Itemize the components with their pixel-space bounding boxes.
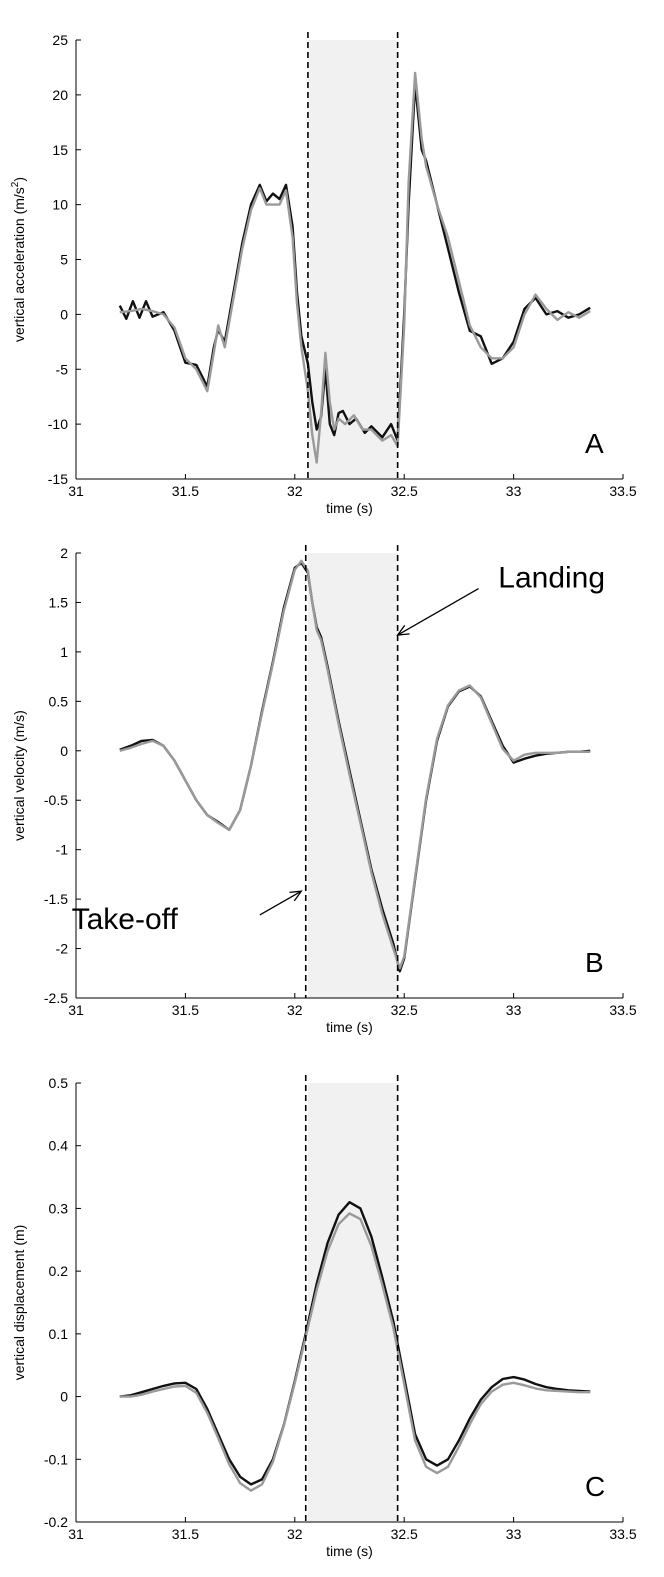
landing-arrow-head: [396, 624, 410, 636]
panel-label: B: [585, 947, 604, 978]
x-tick-label: 31: [68, 1002, 84, 1018]
y-axis-label-main: vertical velocity (m/s): [11, 710, 27, 841]
x-tick-label: 32: [287, 483, 303, 499]
panel-label: A: [585, 428, 604, 459]
y-tick-label: -10: [48, 416, 68, 432]
y-tick-label: 0: [60, 1389, 68, 1405]
x-tick-label: 33: [506, 1002, 522, 1018]
y-tick-label: -2: [56, 941, 69, 957]
x-tick-label: 33.5: [609, 1002, 636, 1018]
x-tick-label: 31: [68, 483, 84, 499]
flight-phase-shading: [307, 553, 398, 998]
panel-label: C: [585, 1471, 605, 1502]
y-axis-label-end: ): [11, 177, 27, 182]
chart-panel-a: 31 31.5 32 32.5 33 33.5 -15 -10 -5 0 5 10 15 20 25 time…: [10, 32, 637, 516]
x-tick-label: 33: [506, 483, 522, 499]
y-tick-label: 0.4: [49, 1138, 69, 1154]
x-tick-label: 32.5: [391, 483, 418, 499]
y-tick-label: 25: [52, 32, 68, 48]
y-tick-label: 0: [60, 306, 68, 322]
y-tick-label: -0.2: [44, 1514, 68, 1530]
y-tick-label: -5: [56, 361, 69, 377]
y-tick-label: 15: [52, 142, 68, 158]
y-tick-label: -1.5: [44, 891, 68, 907]
y-tick-label: 20: [52, 87, 68, 103]
y-tick-label: -15: [48, 471, 68, 487]
x-tick-label: 32: [287, 1002, 303, 1018]
x-tick-label: 33.5: [609, 1526, 636, 1542]
y-axis-label: vertical displacement (m): [11, 1225, 27, 1381]
take-off-annotation: Take-off: [72, 903, 179, 936]
y-axis-label-main: vertical displacement (m): [11, 1225, 27, 1381]
y-tick-label: 2: [60, 545, 68, 561]
y-axis-label-main: vertical acceleration (m/s: [11, 187, 27, 342]
series-line-2: [119, 559, 591, 970]
y-tick-label: 1: [60, 644, 68, 660]
x-axis-label: time (s): [326, 1019, 373, 1035]
y-tick-label: 0.3: [49, 1200, 69, 1216]
flight-phase-shading: [307, 1083, 398, 1522]
series-line-1: [119, 1201, 591, 1486]
y-tick-label: 0.5: [49, 693, 69, 709]
x-tick-label: 32.5: [391, 1526, 418, 1542]
y-tick-label: 0.1: [49, 1326, 69, 1342]
y-tick-label: -2.5: [44, 990, 68, 1006]
x-tick-label: 32.5: [391, 1002, 418, 1018]
y-axis-label-superscript: 2: [10, 181, 21, 187]
y-tick-label: -1: [56, 842, 69, 858]
y-tick-label: 1.5: [49, 594, 69, 610]
take-offarrow-line: [259, 890, 302, 916]
y-tick-label: 0: [60, 743, 68, 759]
x-tick-label: 31.5: [172, 1526, 199, 1542]
x-tick-label: 31.5: [172, 483, 199, 499]
x-tick-label: 31: [68, 1526, 84, 1542]
landing-annotation: Landing: [498, 562, 605, 595]
x-tick-label: 31.5: [172, 1002, 199, 1018]
y-axis-label: vertical acceleration (m/s2): [10, 177, 27, 342]
y-axis-label: vertical velocity (m/s): [11, 710, 27, 841]
take-off-arrow-head: [289, 890, 303, 902]
series-line-2: [119, 1212, 591, 1492]
x-tick-label: 33.5: [609, 483, 636, 499]
y-tick-label: 5: [60, 252, 68, 268]
y-tick-label: 10: [52, 197, 68, 213]
x-axis-label: time (s): [326, 1543, 373, 1559]
x-tick-label: 33: [506, 1526, 522, 1542]
chart-panel-b: 31 31.5 32 32.5 33 33.5 -2.5 -2 -1.5 -1 -0.5 0 0.5 1 1…: [11, 545, 637, 1035]
x-tick-label: 32: [287, 1526, 303, 1542]
y-tick-label: -0.1: [44, 1451, 68, 1467]
series-line-2: [119, 71, 591, 464]
chart-panel-c: 31 31.5 32 32.5 33 33.5 -0.2 -0.1 0 0.1 0.2 0.3 0.4 0…: [11, 1075, 637, 1559]
y-tick-label: -0.5: [44, 792, 68, 808]
landingarrow-line: [397, 588, 479, 636]
x-axis-label: time (s): [326, 500, 373, 516]
y-tick-label: 0.2: [49, 1263, 69, 1279]
y-tick-label: 0.5: [49, 1075, 69, 1091]
